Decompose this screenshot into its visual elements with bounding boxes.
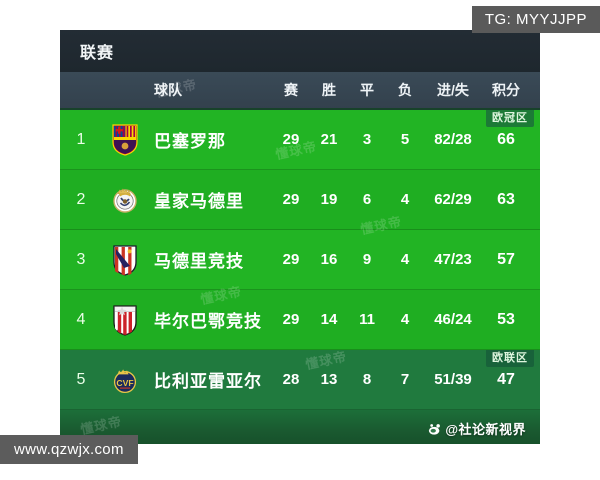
zone-badge: 欧冠区 (486, 110, 534, 127)
url-label: www.qzwjx.com (0, 435, 138, 464)
table-row[interactable]: 4 毕尔巴鄂竞技 29 14 11 4 46/24 53 (60, 290, 540, 350)
tg-label: TG: MYYJJPP (471, 6, 600, 33)
column-header-lost[interactable]: 负 (398, 82, 412, 98)
row-rank: 5 (76, 370, 86, 388)
row-team-name: 比利亚雷亚尔 (154, 372, 262, 391)
row-team-name: 巴塞罗那 (154, 132, 226, 151)
column-header-played[interactable]: 赛 (284, 82, 298, 98)
row-goals: 47/23 (434, 251, 472, 268)
row-goals: 51/39 (434, 371, 472, 388)
row-lost: 7 (400, 371, 410, 388)
row-team-name: 毕尔巴鄂竞技 (154, 312, 262, 331)
row-drawn: 6 (362, 191, 372, 208)
atletico-madrid-crest (102, 244, 148, 276)
column-header-won[interactable]: 胜 (322, 82, 336, 98)
row-points: 63 (497, 190, 515, 208)
table-header-row: 球队 赛 胜 平 负 进/失 积分 (60, 72, 540, 110)
row-drawn: 3 (362, 131, 372, 148)
villarreal-crest: CVF (102, 364, 148, 396)
row-rank: 1 (76, 130, 86, 148)
row-goals: 46/24 (434, 311, 472, 328)
row-lost: 4 (400, 251, 410, 268)
weibo-credit-text: @社论新视界 (445, 422, 526, 437)
row-won: 19 (320, 191, 338, 208)
row-won: 13 (320, 371, 338, 388)
row-played: 29 (282, 311, 300, 328)
row-goals: 62/29 (434, 191, 472, 208)
row-team-name: 马德里竞技 (154, 252, 244, 271)
real-madrid-crest (102, 184, 148, 216)
row-points: 53 (497, 310, 515, 328)
row-lost: 5 (400, 131, 410, 148)
row-won: 21 (320, 131, 338, 148)
row-rank: 3 (76, 250, 86, 268)
svg-text:CVF: CVF (116, 378, 133, 388)
row-drawn: 11 (359, 311, 375, 328)
athletic-bilbao-crest (102, 304, 148, 336)
row-team-name: 皇家马德里 (154, 192, 244, 211)
weibo-credit: @社论新视界 (428, 419, 526, 438)
row-points: 66 (497, 130, 515, 148)
column-header-points[interactable]: 积分 (492, 82, 520, 98)
row-points: 57 (497, 250, 515, 268)
table-row[interactable]: 2 皇家马德里 29 19 6 4 62/29 63 (60, 170, 540, 230)
row-won: 16 (320, 251, 338, 268)
row-rank: 4 (76, 310, 86, 328)
weibo-icon (428, 422, 442, 436)
column-header-team[interactable]: 球队 (154, 82, 182, 98)
row-played: 29 (282, 191, 300, 208)
row-points: 47 (497, 370, 515, 388)
table-row[interactable]: 欧联区 5 CVF 比利亚雷亚尔 28 13 8 7 51/39 47 (60, 350, 540, 410)
row-lost: 4 (400, 311, 410, 328)
row-rank: 2 (76, 190, 86, 208)
league-table-panel: 联赛 球队 赛 胜 平 负 进/失 积分 欧冠区 1 (60, 30, 540, 444)
row-goals: 82/28 (434, 131, 472, 148)
table-row[interactable]: 欧冠区 1 巴 (60, 110, 540, 170)
row-drawn: 8 (362, 371, 372, 388)
zone-badge: 欧联区 (486, 350, 534, 367)
page-title: 联赛 (80, 45, 115, 62)
column-header-goals[interactable]: 进/失 (437, 82, 469, 98)
column-header-drawn[interactable]: 平 (360, 82, 374, 98)
row-drawn: 9 (362, 251, 372, 268)
table-row[interactable]: 3 马德里竞技 29 16 9 4 47/23 57 (60, 230, 540, 290)
barcelona-crest (102, 123, 148, 156)
row-won: 14 (320, 311, 338, 328)
row-played: 29 (282, 131, 300, 148)
panel-title-bar: 联赛 (60, 30, 540, 72)
row-played: 29 (282, 251, 300, 268)
row-played: 28 (282, 371, 300, 388)
row-lost: 4 (400, 191, 410, 208)
